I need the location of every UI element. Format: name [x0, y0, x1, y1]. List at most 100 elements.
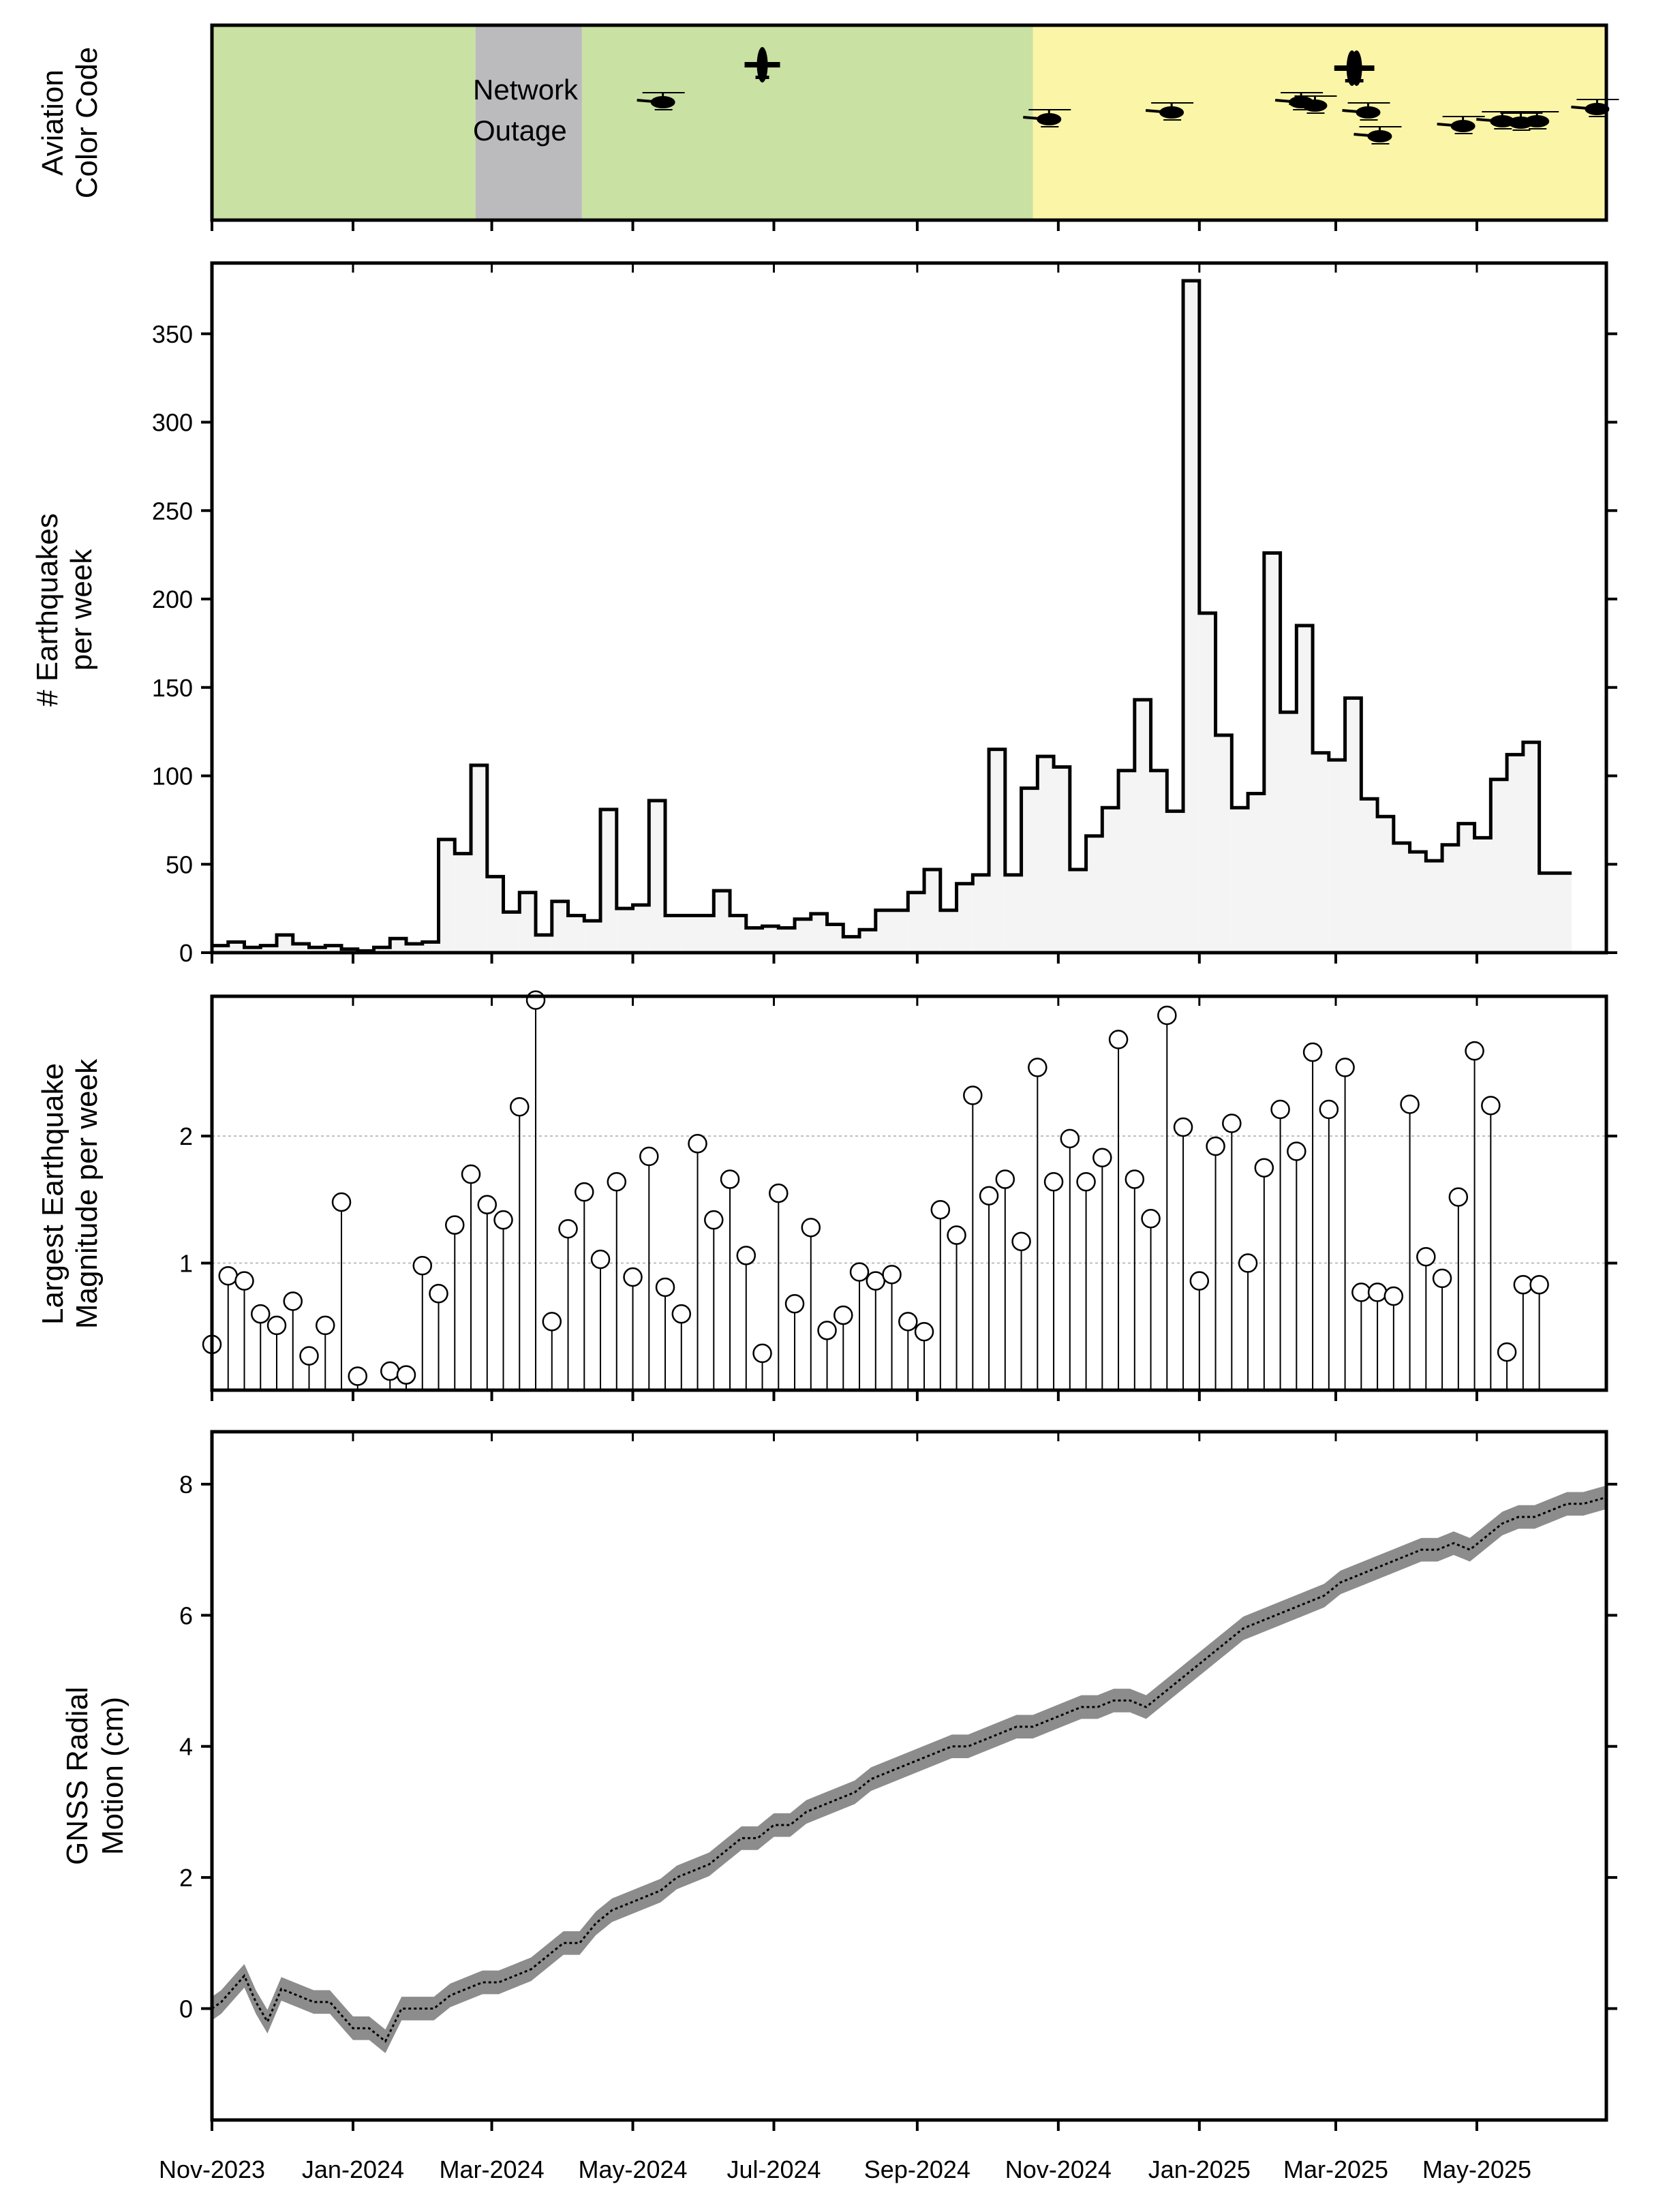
x-tick-label-9: May-2025: [1422, 2155, 1531, 2183]
y-tick-label-1: 50: [166, 850, 193, 878]
count-bar-67: [1296, 625, 1313, 953]
magnitude-marker-28: [655, 1277, 675, 1297]
helicopter-icon-3: [1145, 102, 1194, 121]
count-bar-4: [277, 935, 293, 953]
count-bar-27: [649, 800, 666, 953]
count-bar-57: [1134, 699, 1151, 953]
magnitude-marker-41: [866, 1271, 886, 1291]
count-bar-47: [973, 874, 990, 953]
magnitude-marker-65: [1254, 1158, 1274, 1178]
outage-label-line2: Outage: [473, 114, 567, 147]
count-bar-65: [1264, 553, 1281, 953]
magnitude-marker-80: [1497, 1342, 1517, 1362]
magnitude-marker-18: [493, 1210, 513, 1230]
counts-step-line: [210, 279, 1572, 953]
count-bar-75: [1426, 861, 1443, 953]
helicopter-icon-8: [1342, 102, 1390, 121]
count-bar-20: [536, 935, 552, 953]
counts-frame: [210, 261, 1608, 955]
magnitude-marker-15: [445, 1215, 465, 1235]
count-bar-1: [228, 942, 245, 953]
magnitude-marker-56: [1108, 1030, 1129, 1049]
count-bar-29: [681, 915, 698, 953]
magnitude-marker-16: [461, 1164, 481, 1184]
magnitude-marker-81: [1513, 1274, 1533, 1295]
magnitude-marker-59: [1157, 1005, 1177, 1026]
count-bar-35: [778, 927, 795, 953]
x-tick-label-1: Jan-2024: [302, 2155, 404, 2183]
aviation-segments: [212, 25, 1606, 220]
count-bar-25: [616, 908, 633, 953]
y-tick-label-6: 300: [152, 409, 193, 437]
count-bar-61: [1199, 613, 1216, 953]
magnitude-marker-11: [380, 1361, 400, 1381]
y-tick-label-5: 250: [152, 497, 193, 525]
magnitude-marker-8: [331, 1192, 352, 1212]
count-bar-36: [795, 919, 811, 953]
x-tick-label-6: Nov-2024: [1005, 2155, 1112, 2183]
count-bar-48: [989, 749, 1005, 953]
count-bar-21: [551, 901, 568, 953]
count-bar-53: [1069, 870, 1086, 953]
aviation-icons: [637, 47, 1619, 144]
magnitude-marker-55: [1092, 1148, 1112, 1168]
magnitude-marker-37: [801, 1218, 821, 1238]
count-bar-31: [714, 891, 731, 953]
magnitude-marker-63: [1222, 1113, 1242, 1133]
magnitude-marker-73: [1383, 1286, 1404, 1306]
magnitude-marker-48: [979, 1186, 999, 1205]
magnitude-marker-4: [266, 1315, 287, 1336]
count-bar-18: [503, 912, 520, 953]
count-bar-13: [422, 942, 439, 953]
count-bar-79: [1490, 779, 1508, 953]
magnitude-marker-49: [995, 1169, 1015, 1189]
magnitude-marker-66: [1270, 1099, 1290, 1120]
count-bar-72: [1377, 816, 1394, 953]
count-bar-54: [1086, 835, 1103, 953]
aviation-segment-0: [212, 25, 476, 220]
count-bar-11: [390, 938, 407, 953]
magnitude-marker-3: [251, 1304, 271, 1324]
magnitude-marker-82: [1529, 1274, 1549, 1295]
count-bar-59: [1167, 811, 1184, 953]
x-tick-label-8: Mar-2025: [1283, 2155, 1388, 2183]
count-bar-74: [1409, 852, 1426, 953]
aviation-ylabel-line1: Aviation: [36, 70, 70, 176]
magnitude-marker-1: [218, 1265, 239, 1286]
magnitude-marker-45: [930, 1199, 951, 1220]
magnitude-ticks: 12: [179, 996, 1617, 1401]
count-bar-46: [956, 883, 973, 953]
magnitude-marker-12: [396, 1365, 416, 1385]
helicopter-icon-9: [1354, 126, 1402, 144]
count-bar-16: [471, 765, 487, 953]
magnitude-marker-58: [1141, 1209, 1161, 1229]
magnitude-marker-19: [510, 1096, 530, 1117]
count-bar-69: [1328, 760, 1345, 953]
count-bar-40: [859, 930, 876, 953]
count-bar-38: [827, 924, 844, 953]
magnitude-ylabel-line2: Magnitude per week: [70, 1058, 104, 1329]
magnitude-marker-52: [1043, 1171, 1064, 1192]
y-tick-label-3: 6: [179, 1601, 193, 1629]
magnitude-marker-40: [849, 1262, 870, 1282]
count-bar-23: [584, 921, 601, 953]
count-bar-43: [908, 892, 925, 953]
x-tick-label-0: Nov-2023: [159, 2155, 265, 2183]
count-bar-2: [244, 947, 261, 953]
magnitude-marker-2: [234, 1271, 254, 1291]
count-bar-73: [1393, 843, 1410, 953]
aviation-frame: [210, 23, 1608, 222]
magnitude-marker-32: [720, 1169, 740, 1189]
magnitude-marker-13: [412, 1256, 433, 1276]
helicopter-icon-2: [1023, 109, 1071, 127]
count-bar-49: [1005, 874, 1022, 953]
magnitude-marker-54: [1076, 1171, 1096, 1192]
magnitude-marker-30: [688, 1134, 707, 1154]
helicopter-icon-13: [1511, 111, 1559, 129]
helicopter-icon-14: [1571, 99, 1619, 117]
count-bar-17: [487, 876, 504, 953]
magnitude-marker-29: [671, 1304, 692, 1324]
count-bar-37: [810, 913, 827, 953]
counts-ylabel-line2: per week: [65, 549, 98, 671]
count-bar-12: [406, 944, 423, 953]
